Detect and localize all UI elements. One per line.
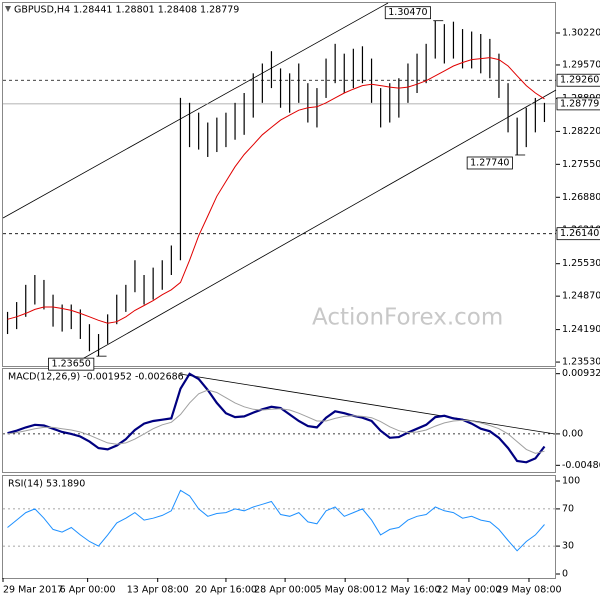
x-tick-label: 29 May 08:00 (496, 585, 561, 596)
y-tick-label: 1.25530 (562, 258, 600, 269)
y-tick-label: 1.24190 (562, 324, 600, 335)
level-label: 1.26140 (560, 228, 599, 239)
x-tick-label: 6 Apr 00:00 (60, 585, 116, 596)
y-tick-label: 1.28220 (562, 126, 600, 137)
annotation-label-box (466, 156, 513, 170)
x-tick-label: 20 Apr 16:00 (195, 585, 257, 596)
moving-average (7, 57, 545, 324)
y-tick-label: 0.009321 (562, 368, 600, 379)
y-tick-label: 0.00 (562, 428, 583, 439)
y-tick-label: -0.004866 (562, 460, 600, 471)
annotation-label-box (384, 6, 431, 20)
x-tick-label: 12 May 16:00 (375, 585, 440, 596)
macd-panel (2, 368, 556, 473)
current-price-label: 1.28779 (560, 98, 599, 109)
macd-line (7, 389, 545, 454)
x-tick-label: 13 Apr 08:00 (127, 585, 189, 596)
annotation-label: 1.30470 (388, 7, 427, 18)
main-panel (2, 2, 556, 367)
rsi-panel (2, 475, 556, 579)
channel-lower (69, 89, 557, 367)
y-tick-label: 1.24870 (562, 291, 600, 302)
level-label: 1.29260 (560, 75, 599, 86)
annotation-label: 1.27740 (470, 157, 509, 168)
level-label-box (556, 73, 600, 87)
y-tick-label: 1.26880 (562, 192, 600, 203)
x-tick-label: 28 Apr 00:00 (254, 585, 316, 596)
rsi-line (7, 489, 545, 552)
chart-title: GBPUSD,H4 1.28441 1.28801 1.28408 1.2877… (14, 5, 239, 16)
y-tick-label: 0 (562, 569, 568, 580)
y-tick-label: 1.30220 (562, 28, 600, 39)
macd-trendline (179, 373, 556, 435)
macd-title: MACD(12,26,9) -0.001952 -0.002686 (8, 372, 184, 383)
watermark: ActionForex.com (312, 305, 503, 331)
rsi-title: RSI(14) 53.1890 (8, 479, 85, 490)
y-tick-label: 1.29570 (562, 59, 600, 70)
channel-upper (2, 2, 389, 219)
y-tick-label: 70 (562, 503, 574, 514)
title-icon (5, 6, 11, 12)
current-price-label-box (556, 97, 600, 111)
macd-line (7, 372, 546, 464)
level-label-box (556, 227, 600, 241)
x-tick-label: 22 May 00:00 (436, 585, 501, 596)
y-tick-label: 100 (562, 476, 580, 487)
annotation-label: 1.23650 (52, 359, 91, 370)
x-tick-label: 5 May 08:00 (316, 585, 375, 596)
y-tick-label: 30 (562, 541, 574, 552)
y-tick-label: 1.27550 (562, 159, 600, 170)
annotation-label-box (48, 357, 95, 371)
y-tick-label: 1.23530 (562, 357, 600, 368)
x-tick-label: 29 Mar 2017 (3, 585, 63, 596)
